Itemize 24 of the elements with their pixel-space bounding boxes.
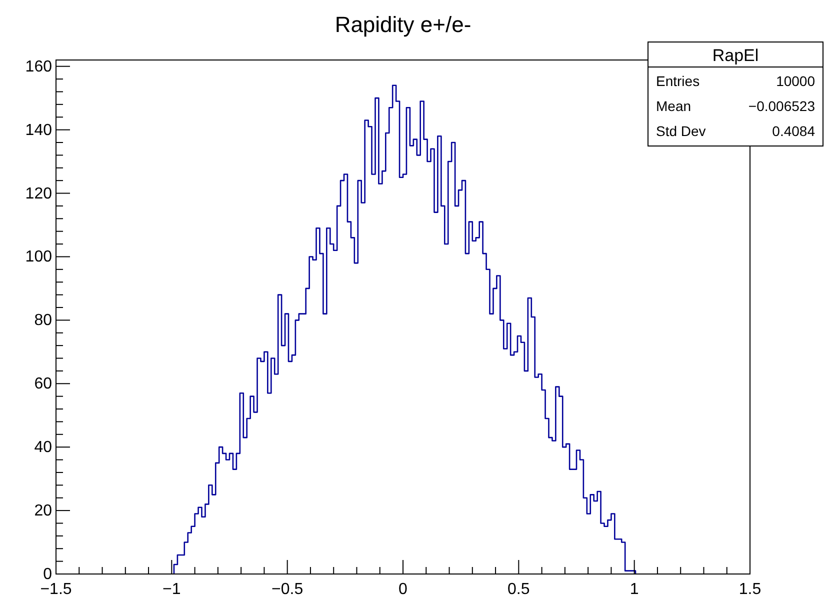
annotation: RapEl [712, 46, 759, 65]
chart-title: Rapidity e+/e- [334, 12, 472, 37]
y-tick-label: 60 [34, 376, 52, 393]
y-tick-label: 160 [25, 58, 52, 76]
y-tick-label: 20 [34, 502, 52, 520]
text: 0.4084 [772, 123, 816, 139]
y-tick-label: 140 [25, 122, 52, 139]
x-tick-label: −0.5 [272, 581, 304, 598]
x-tick-label: −1.5 [40, 581, 72, 598]
y-tick-label: 100 [25, 248, 52, 266]
y-tick-label: 120 [25, 185, 52, 202]
text: 10000 [776, 73, 816, 89]
annotation: Entries [656, 73, 700, 89]
x-tick-label: −1 [162, 581, 181, 598]
annotation: −0.006523 [748, 98, 816, 114]
x-tick-label: 0 [398, 581, 408, 598]
x-tick-label: 1.5 [738, 581, 762, 598]
y-tick-label: 80 [34, 312, 52, 330]
annotation: Std Dev [656, 123, 706, 139]
x-tick-label: 0.5 [508, 581, 530, 598]
y-tick-label: 40 [34, 439, 52, 456]
x-tick-label: 1 [630, 581, 639, 598]
y-tick-label: 0 [43, 566, 52, 583]
annotation: Mean [656, 98, 692, 114]
